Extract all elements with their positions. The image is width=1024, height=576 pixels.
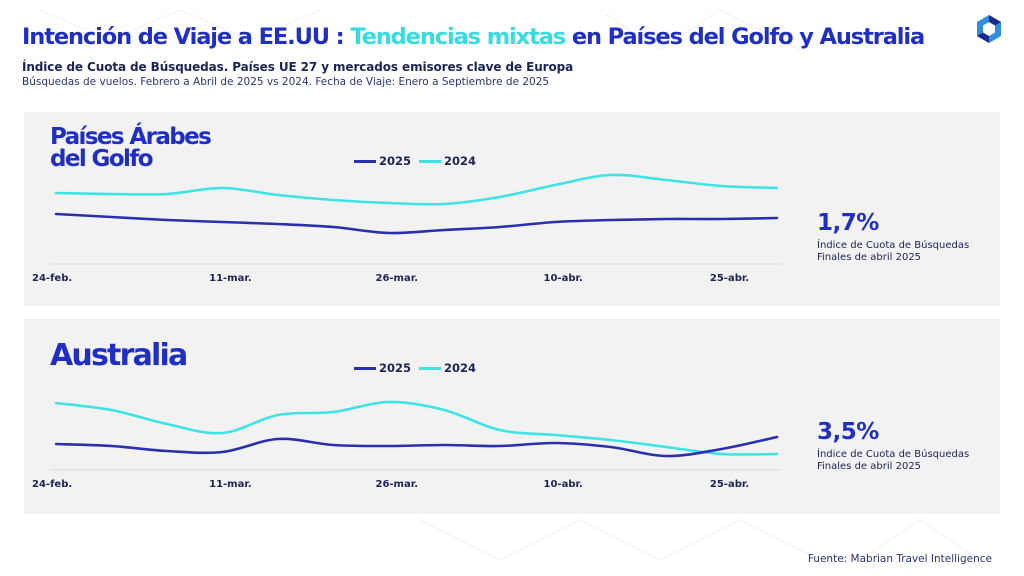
- series-line-2025: [54, 435, 779, 458]
- title-highlight: Tendencias mixtas: [350, 24, 566, 50]
- x-tick-label: 26-mar.: [375, 479, 418, 490]
- legend-swatch-2024: [419, 366, 442, 370]
- legend-label-2025: 2025: [379, 154, 412, 168]
- title-part1: Intención de Viaje a EE.UU :: [22, 24, 351, 50]
- panel-title-line2: del Golfo: [50, 146, 154, 172]
- kpi-label-line2: Finales de abril 2025: [817, 461, 922, 472]
- kpi-label-line2: Finales de abril 2025: [817, 252, 922, 263]
- x-tick-label: 24-feb.: [32, 479, 72, 490]
- legend-label-2024: 2024: [444, 361, 477, 375]
- kpi-value: 3,5%: [817, 419, 879, 445]
- panel-title-line1: Países Árabes: [50, 124, 212, 150]
- series-line-2025: [54, 212, 779, 235]
- x-tick-label: 11-mar.: [209, 273, 252, 284]
- legend-label-2025: 2025: [379, 361, 412, 375]
- kpi-label-line1: Índice de Cuota de Búsquedas: [817, 449, 970, 460]
- x-tick-label: 10-abr.: [544, 273, 583, 284]
- legend: 2025 2024: [354, 154, 476, 168]
- legend-item-2024: 2024: [419, 361, 476, 375]
- subtitle: Índice de Cuota de Búsquedas. Países UE …: [22, 60, 574, 74]
- kpi-australia: 3,5% Índice de Cuota de Búsquedas Finale…: [817, 419, 997, 473]
- line-chart-australia: 24-feb. 11-mar. 26-mar. 10-abr. 25-abr.: [32, 400, 781, 490]
- kpi-label: Índice de Cuota de Búsquedas Finales de …: [817, 449, 997, 473]
- x-tick-label: 25-abr.: [710, 479, 749, 490]
- legend-item-2025: 2025: [354, 154, 411, 168]
- x-tick-label: 11-mar.: [209, 479, 252, 490]
- x-tick-label: 25-abr.: [710, 273, 749, 284]
- hexagon-logo-icon: [977, 15, 1001, 43]
- series-line-2024: [54, 173, 779, 206]
- legend: 2025 2024: [354, 361, 476, 375]
- x-tick-label: 10-abr.: [544, 479, 583, 490]
- x-tick-label: 26-mar.: [375, 273, 418, 284]
- legend-item-2024: 2024: [419, 154, 476, 168]
- legend-swatch-2024: [419, 159, 442, 163]
- source-note: Fuente: Mabrian Travel Intelligence: [807, 553, 992, 565]
- subtitle-detail: Búsquedas de vuelos. Febrero a Abril de …: [22, 76, 550, 88]
- chart-panel-australia: 24-feb. 11-mar. 26-mar. 10-abr. 25-abr. Aust…: [24, 319, 1000, 514]
- page-title: Intención de Viaje a EE.UU : Tendencias …: [22, 24, 925, 50]
- kpi-label: Índice de Cuota de Búsquedas Finales de …: [817, 240, 997, 264]
- chart-panel-gulf: 24-feb. 11-mar. 26-mar. 10-abr. 25-abr. País…: [24, 112, 1000, 306]
- legend-swatch-2025: [354, 366, 376, 370]
- legend-label-2024: 2024: [444, 154, 477, 168]
- series-line-2024: [54, 400, 779, 456]
- kpi-label-line1: Índice de Cuota de Búsquedas: [817, 240, 970, 251]
- kpi-value: 1,7%: [817, 210, 879, 236]
- line-chart-gulf: 24-feb. 11-mar. 26-mar. 10-abr. 25-abr.: [32, 173, 781, 284]
- kpi-gulf: 1,7% Índice de Cuota de Búsquedas Finale…: [817, 210, 997, 264]
- panel-title-gulf: Países Árabes del Golfo: [50, 124, 212, 172]
- panel-title-australia: Australia: [50, 338, 188, 373]
- title-part3: en Países del Golfo y Australia: [565, 24, 925, 50]
- legend-swatch-2025: [354, 159, 376, 163]
- legend-item-2025: 2025: [354, 361, 411, 375]
- x-tick-label: 24-feb.: [32, 273, 72, 284]
